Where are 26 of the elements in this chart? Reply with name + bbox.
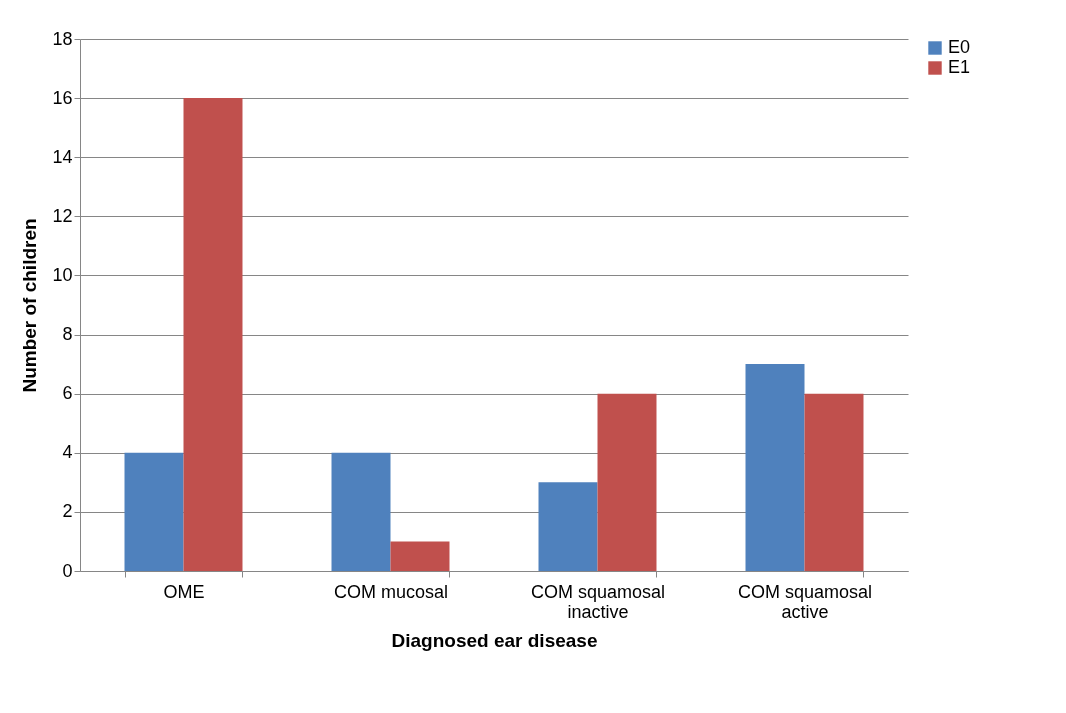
bar <box>538 482 598 571</box>
bar <box>597 393 657 571</box>
bar <box>331 452 391 571</box>
x-axis-title: Diagnosed ear disease <box>391 629 598 651</box>
y-tick-label: 8 <box>62 324 73 345</box>
y-tick-label: 16 <box>52 87 73 108</box>
x-tick-label: OME <box>163 581 205 602</box>
y-tick-label: 10 <box>52 264 73 285</box>
x-tick-label: COM squamosal active <box>737 581 873 622</box>
y-tick-label: 4 <box>62 442 73 463</box>
x-tick-label: COM squamosal inactive <box>530 581 666 622</box>
y-tick-label: 12 <box>52 205 73 226</box>
bar <box>183 98 243 571</box>
bar <box>390 541 450 571</box>
legend-label: E1 <box>948 57 971 77</box>
y-tick-label: 18 <box>52 28 73 49</box>
legend-label: E0 <box>948 37 971 57</box>
y-tick-label: 2 <box>62 501 73 522</box>
y-tick-label: 0 <box>62 560 73 581</box>
bar <box>745 364 805 571</box>
y-tick-label: 14 <box>52 146 73 167</box>
bar <box>804 393 864 571</box>
bar <box>124 452 184 571</box>
y-axis-title: Number of children <box>19 218 41 393</box>
y-tick-label: 6 <box>62 383 73 404</box>
x-tick-label: COM mucosal <box>333 581 449 602</box>
